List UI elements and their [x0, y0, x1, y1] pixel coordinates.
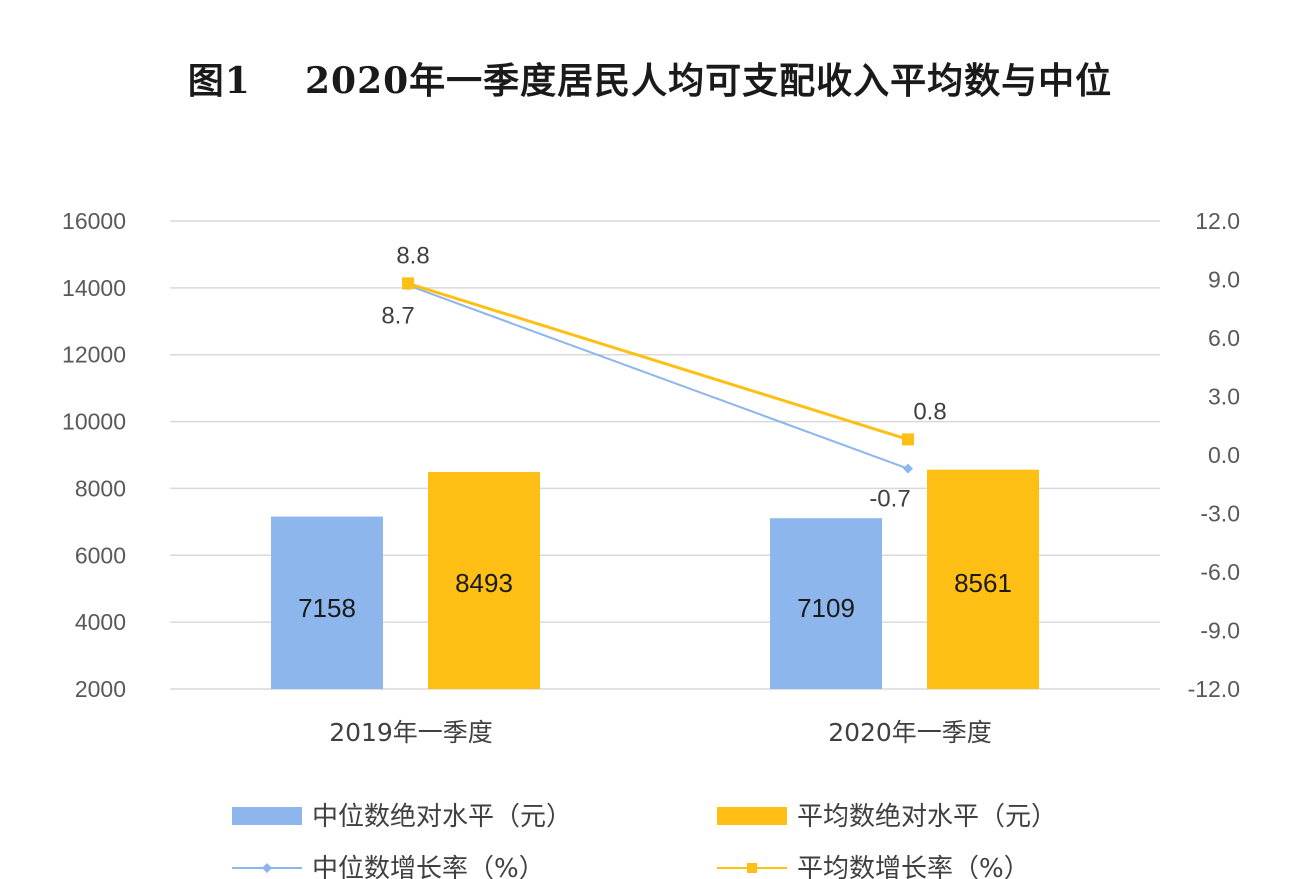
point-value-label: 0.8 [913, 398, 946, 425]
bar-value-label: 7158 [298, 593, 356, 623]
series-line [407, 281, 909, 441]
right-tick-label: -9.0 [1200, 618, 1240, 644]
data-point [902, 433, 914, 446]
bar [428, 471, 540, 689]
chart-title: 图1 2020年一季度居民人均可支配收入平均数与中位 [187, 60, 1113, 102]
bar-value-label: 7109 [797, 593, 855, 623]
lines: 8.7 -0.7 8.8 0.8 [381, 242, 946, 512]
legend-marker [747, 863, 757, 873]
category-label: 2020年一季度 [828, 718, 992, 747]
point-value-label: 8.8 [396, 242, 429, 269]
data-point [402, 277, 414, 290]
left-axis-ticks: 16000 14000 12000 10000 8000 6000 4000 2000 [62, 208, 126, 702]
right-tick-label: 6.0 [1208, 325, 1240, 351]
right-axis-ticks: 12.0 9.0 6.0 3.0 0.0 -3.0 -6.0 -9.0 -12.0 [1188, 208, 1240, 702]
bars: 7158 7109 8493 8561 [271, 469, 1039, 689]
legend-marker [262, 863, 272, 873]
left-tick-label: 10000 [62, 409, 126, 435]
right-tick-label: -3.0 [1200, 501, 1240, 527]
right-tick-label: -12.0 [1188, 676, 1240, 702]
legend-label: 中位数绝对水平（元） [312, 802, 572, 832]
category-labels: 2019年一季度 2020年一季度 [329, 718, 992, 747]
left-tick-label: 14000 [62, 275, 126, 301]
left-tick-label: 8000 [75, 475, 126, 501]
left-tick-label: 12000 [62, 342, 126, 368]
point-value-label: 8.7 [381, 302, 414, 329]
bar [271, 516, 383, 689]
right-tick-label: 3.0 [1208, 384, 1240, 410]
data-point [903, 463, 913, 474]
bar [770, 518, 882, 689]
legend-label: 平均数绝对水平（元） [797, 802, 1057, 832]
series-line [407, 284, 909, 470]
right-tick-label: -6.0 [1200, 559, 1240, 585]
bar [927, 469, 1039, 689]
right-tick-label: 0.0 [1208, 442, 1240, 468]
right-tick-label: 9.0 [1208, 267, 1240, 293]
legend-swatch [717, 807, 787, 825]
legend: 中位数绝对水平（元） 平均数绝对水平（元） 中位数增长率（%） 平均数增长率（%） [232, 802, 1057, 879]
category-label: 2019年一季度 [329, 718, 493, 747]
left-tick-label: 6000 [75, 542, 126, 568]
point-value-label: -0.7 [869, 486, 910, 513]
left-tick-label: 16000 [62, 208, 126, 234]
left-tick-label: 2000 [75, 676, 126, 702]
legend-label: 中位数增长率（%） [312, 854, 545, 879]
legend-swatch [232, 807, 302, 825]
left-tick-label: 4000 [75, 609, 126, 635]
legend-label: 平均数增长率（%） [797, 854, 1030, 879]
bar-value-label: 8561 [954, 568, 1012, 598]
right-tick-label: 12.0 [1195, 208, 1240, 234]
bar-value-label: 8493 [455, 568, 513, 598]
